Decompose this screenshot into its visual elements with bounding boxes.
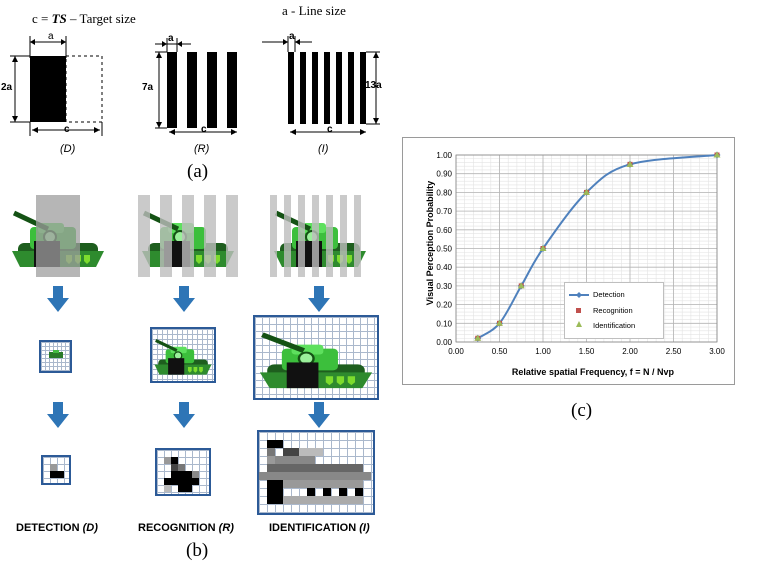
down-arrow-icon [173, 286, 195, 312]
y-tick-label: 0.70 [436, 207, 452, 216]
legend-recognition: Recognition [593, 306, 633, 315]
y-tick-label: 0.50 [436, 245, 452, 254]
width-label-d: c [64, 124, 70, 135]
y-tick-label: 0.10 [436, 319, 452, 328]
legend-identification: Identification [593, 321, 636, 330]
width-label-i: c [327, 124, 333, 135]
line-label-r: a [168, 33, 174, 44]
panel-label-r: (R) [194, 143, 210, 155]
down-arrow-icon [47, 286, 69, 312]
y-tick-label: 1.00 [436, 151, 452, 160]
chart-x-axis-title: Relative spatial Frequency, f = N / Nvp [511, 367, 675, 377]
x-tick-label: 2.00 [622, 347, 638, 356]
detection-pixel-grid-fine [39, 340, 72, 373]
point-identification [583, 188, 590, 195]
point-identification [713, 151, 721, 158]
point-identification [517, 282, 525, 289]
target-size-header: c = TS – Target size [32, 11, 136, 26]
tank-detection [8, 195, 108, 277]
y-tick-label: 0.90 [436, 170, 452, 179]
height-label-r: 7a [142, 82, 154, 93]
down-arrow-icon [308, 286, 330, 312]
y-tick-label: 0.40 [436, 263, 452, 272]
x-tick-label: 1.00 [535, 347, 551, 356]
recognition-pixel-grid-fine [150, 327, 216, 383]
chart-legend: Detection Recognition Identification [564, 282, 664, 339]
bar-pattern-detection [10, 36, 103, 136]
identification-pixel-grid-coarse [257, 430, 375, 515]
height-label-d: 2a [1, 82, 13, 93]
x-tick-label: 3.00 [709, 347, 725, 356]
caption-c: (c) [571, 400, 593, 421]
chart-plot: 0.00 0.10 0.20 0.30 0.40 0.50 0.60 0.70 0.80 0.90… [436, 151, 725, 356]
point-identification [626, 160, 634, 167]
tank-recognition [138, 195, 238, 277]
width-label-r: c [201, 124, 207, 135]
tank-identification [270, 195, 370, 277]
bar-pattern-recognition [155, 38, 237, 135]
down-arrow-icon [173, 402, 195, 428]
x-tick-label: 1.50 [579, 347, 595, 356]
down-arrow-icon [308, 402, 330, 428]
x-tick-label: 0.50 [492, 347, 508, 356]
column-label-detection: DETECTION (D) [16, 522, 98, 534]
recognition-pixel-grid-coarse [155, 448, 211, 496]
line-size-header: a - Line size [282, 3, 346, 18]
line-label-i: a [289, 31, 295, 42]
detection-pixel-grid-coarse [41, 455, 71, 485]
down-arrow-icon [47, 402, 69, 428]
caption-a: (a) [187, 161, 209, 182]
x-tick-label: 0.00 [448, 347, 464, 356]
panel-label-i: (I) [318, 143, 329, 155]
y-tick-label: 0.60 [436, 226, 452, 235]
column-label-recognition: RECOGNITION (R) [138, 522, 234, 534]
caption-b: (b) [186, 540, 209, 561]
plot-area [455, 154, 718, 343]
identification-pixel-grid-fine [253, 315, 379, 400]
column-label-identification: IDENTIFICATION (I) [269, 522, 370, 534]
y-tick-label: 0.20 [436, 301, 452, 310]
y-tick-label: 0.80 [436, 188, 452, 197]
point-identification [539, 245, 547, 251]
x-tick-label: 2.50 [666, 347, 682, 356]
bar-pattern-identification [262, 36, 380, 135]
perception-probability-chart: 0.00 0.10 0.20 0.30 0.40 0.50 0.60 0.70 0.80 0.90… [402, 137, 735, 385]
height-label-i: 13a [365, 80, 382, 91]
point-identification [474, 334, 482, 341]
point-identification [496, 319, 503, 326]
legend-detection: Detection [593, 290, 625, 299]
y-tick-label: 0.30 [436, 282, 452, 291]
y-tick-label: 0.00 [436, 338, 452, 347]
panel-label-d: (D) [60, 143, 76, 155]
line-label-d: a [48, 31, 54, 42]
chart-y-axis-title: Visual Perception Probability [425, 180, 435, 306]
